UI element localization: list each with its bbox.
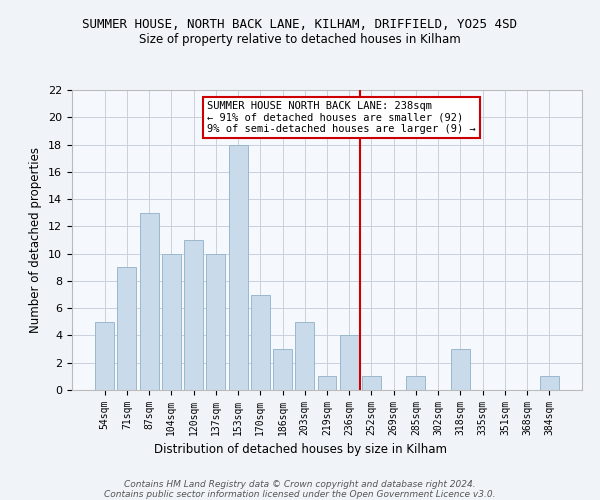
Bar	[317, 376, 337, 390]
Bar	[362, 376, 381, 390]
Bar	[140, 212, 158, 390]
Bar	[184, 240, 203, 390]
Bar	[451, 349, 470, 390]
Bar	[273, 349, 292, 390]
Text: SUMMER HOUSE NORTH BACK LANE: 238sqm
← 91% of detached houses are smaller (92)
9: SUMMER HOUSE NORTH BACK LANE: 238sqm ← 9…	[207, 101, 476, 134]
Bar	[206, 254, 225, 390]
Y-axis label: Number of detached properties: Number of detached properties	[29, 147, 43, 333]
Text: Size of property relative to detached houses in Kilham: Size of property relative to detached ho…	[139, 32, 461, 46]
Bar	[406, 376, 425, 390]
Text: Contains HM Land Registry data © Crown copyright and database right 2024.
Contai: Contains HM Land Registry data © Crown c…	[104, 480, 496, 500]
Bar	[95, 322, 114, 390]
Bar	[251, 294, 270, 390]
Bar	[229, 144, 248, 390]
Bar	[162, 254, 181, 390]
Bar	[340, 336, 359, 390]
Bar	[118, 268, 136, 390]
Bar	[295, 322, 314, 390]
Bar	[540, 376, 559, 390]
Text: SUMMER HOUSE, NORTH BACK LANE, KILHAM, DRIFFIELD, YO25 4SD: SUMMER HOUSE, NORTH BACK LANE, KILHAM, D…	[83, 18, 517, 30]
Text: Distribution of detached houses by size in Kilham: Distribution of detached houses by size …	[154, 442, 446, 456]
